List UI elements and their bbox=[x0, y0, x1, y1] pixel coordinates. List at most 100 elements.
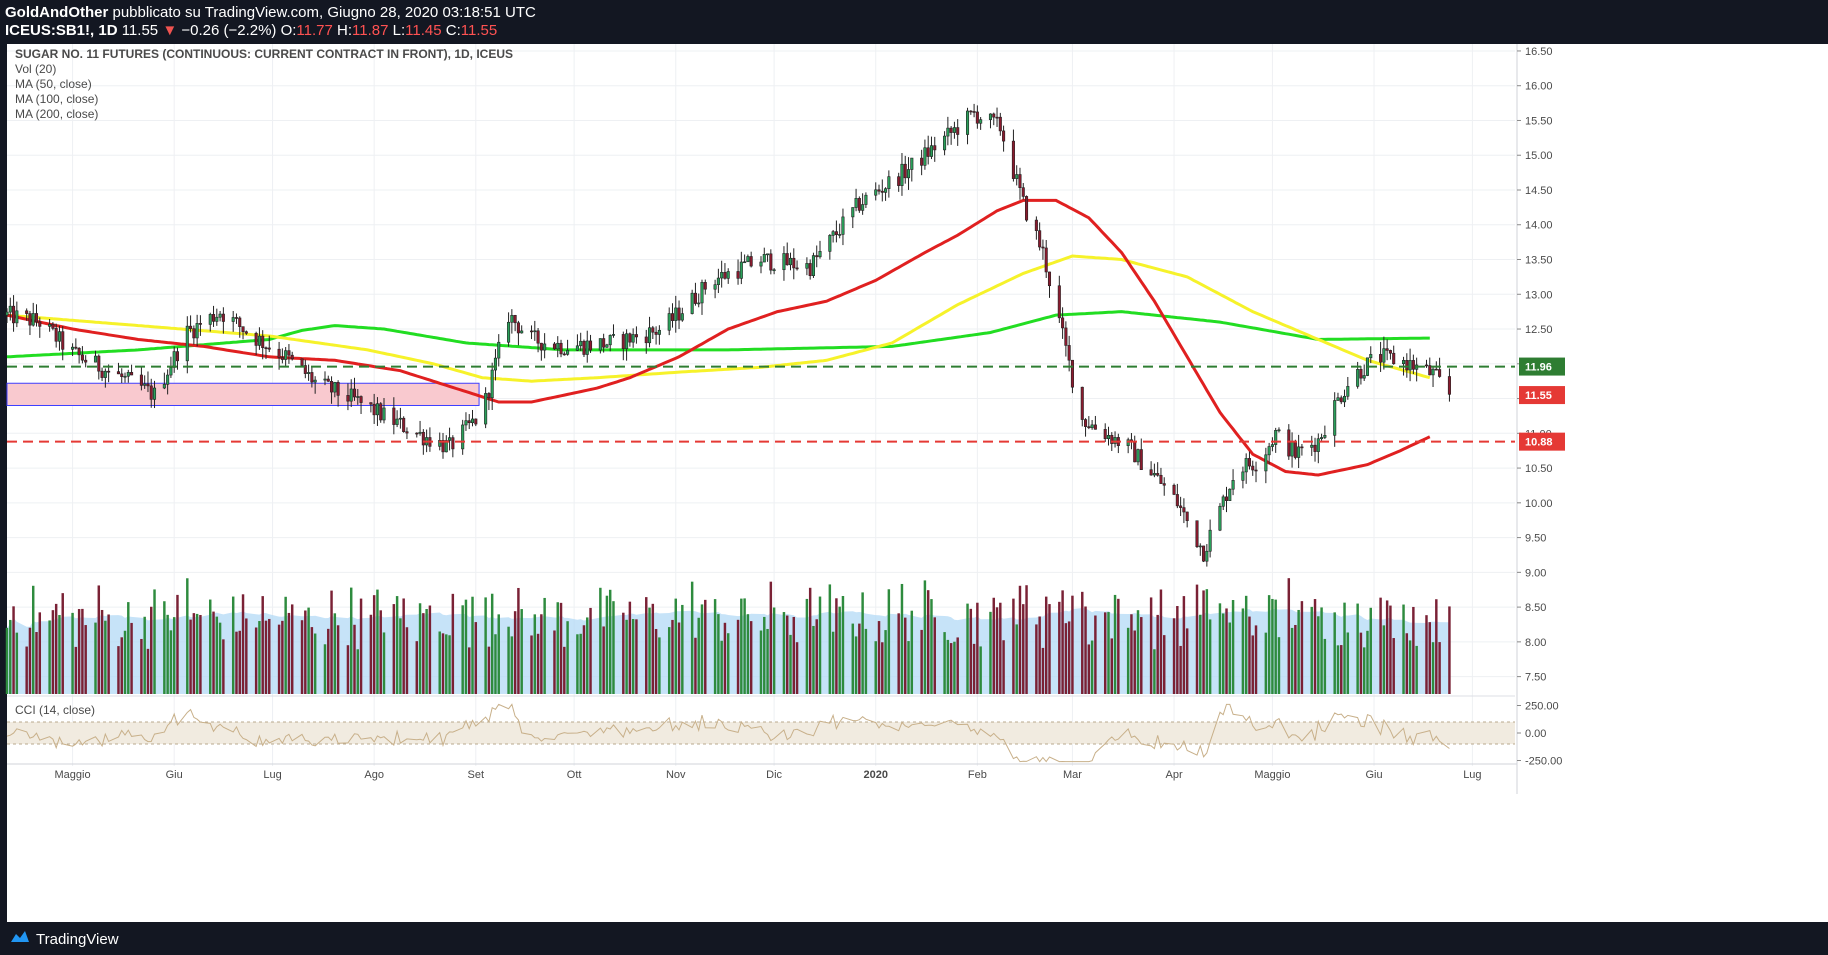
volume-bar bbox=[1136, 610, 1140, 694]
volume-bar bbox=[795, 642, 799, 694]
legend-vol[interactable]: Vol (20) bbox=[15, 62, 56, 76]
candle-body bbox=[1379, 354, 1383, 363]
volume-bar bbox=[1002, 640, 1005, 694]
chart-svg[interactable]: 16.50 16.00 15.50 15.00 14.50 14.00 13.50 13.00… bbox=[0, 44, 1828, 922]
triangle-down-icon: ▼ bbox=[162, 22, 178, 39]
volume-bar bbox=[1103, 612, 1107, 694]
tradingview-logo-icon[interactable] bbox=[10, 930, 30, 948]
candle-body bbox=[529, 330, 534, 333]
candle-body bbox=[854, 198, 858, 208]
candle-body bbox=[1021, 187, 1025, 197]
candle-body bbox=[1431, 368, 1435, 376]
candle-body bbox=[700, 282, 704, 304]
candle-body bbox=[1339, 397, 1343, 403]
symbol-label[interactable]: ICEUS:SB1!, 1D bbox=[5, 22, 118, 39]
volume-bar bbox=[559, 602, 563, 694]
candle-body bbox=[1182, 507, 1186, 513]
candle-body bbox=[185, 325, 189, 362]
volume-bar bbox=[441, 633, 445, 694]
candle-body bbox=[1290, 441, 1294, 457]
candle-body bbox=[1356, 369, 1360, 387]
volume-bar bbox=[54, 603, 58, 694]
candle-body bbox=[861, 204, 865, 211]
volume-bar bbox=[212, 611, 215, 694]
candle-body bbox=[906, 169, 911, 179]
candle-body bbox=[1424, 364, 1429, 367]
volume-bar bbox=[356, 649, 360, 694]
legend-ma200[interactable]: MA (200, close) bbox=[15, 107, 98, 121]
legend-ma50[interactable]: MA (50, close) bbox=[15, 77, 92, 91]
volume-bar bbox=[284, 596, 287, 694]
price-change: −0.26 (−2.2%) bbox=[181, 22, 277, 39]
candle-body bbox=[956, 127, 960, 135]
volume-bar bbox=[1248, 616, 1251, 694]
volume-bar bbox=[635, 619, 638, 694]
legend-ma100[interactable]: MA (100, close) bbox=[15, 92, 98, 106]
brand-label[interactable]: TradingView bbox=[36, 930, 119, 948]
candle-body bbox=[372, 403, 376, 416]
candle-body bbox=[874, 189, 878, 196]
author-name[interactable]: GoldAndOther bbox=[5, 4, 109, 21]
candle-body bbox=[1346, 386, 1350, 397]
time-label: Mar bbox=[1063, 769, 1082, 781]
volume-bar bbox=[222, 639, 225, 694]
volume-bar bbox=[808, 587, 812, 694]
cci-line bbox=[6, 703, 1450, 763]
candle-body bbox=[166, 374, 170, 385]
candle-body bbox=[884, 188, 888, 193]
close-value: 11.55 bbox=[460, 22, 498, 39]
candle-body bbox=[1047, 271, 1052, 287]
candle-body bbox=[782, 253, 786, 271]
axes: 16.50 16.00 15.50 15.00 14.50 14.00 13.50 13.00… bbox=[7, 44, 1828, 922]
volume-bar bbox=[264, 620, 268, 694]
volume-bar bbox=[415, 641, 419, 694]
cci-tick-label: 0.00 bbox=[1525, 728, 1546, 740]
volume-bar bbox=[1172, 618, 1176, 694]
volume-bar bbox=[717, 614, 720, 694]
volume-bar bbox=[1356, 603, 1359, 694]
price-tick-label: 9.00 bbox=[1525, 567, 1546, 579]
volume-bar bbox=[769, 581, 773, 694]
candle-body bbox=[857, 198, 861, 211]
candle-body bbox=[644, 336, 648, 344]
candle-body bbox=[333, 382, 337, 393]
candle-body bbox=[972, 111, 976, 113]
candle-body bbox=[1113, 437, 1117, 444]
price-tick-label: 8.50 bbox=[1525, 602, 1546, 614]
volume-bar bbox=[704, 599, 707, 694]
volume-bar bbox=[127, 602, 130, 694]
price-tick-label: 7.50 bbox=[1525, 672, 1546, 684]
candle-body bbox=[966, 110, 970, 135]
candle-body bbox=[300, 358, 304, 366]
volume-bar bbox=[1389, 605, 1392, 694]
volume-bar bbox=[1323, 638, 1327, 694]
volume-bar bbox=[907, 641, 910, 694]
volume-bar bbox=[1025, 585, 1028, 694]
candle-body bbox=[303, 365, 307, 374]
volume-bar bbox=[884, 630, 887, 694]
cci-tick-label: 250.00 bbox=[1525, 701, 1559, 713]
chart-area[interactable]: 16.50 16.00 15.50 15.00 14.50 14.00 13.50 13.00… bbox=[0, 44, 1828, 922]
candle-body bbox=[762, 254, 766, 263]
volume-bar bbox=[1061, 590, 1064, 694]
volume-bar bbox=[1018, 585, 1022, 694]
candle-body bbox=[326, 378, 330, 382]
candle-body bbox=[634, 334, 638, 338]
volume-bar bbox=[1392, 638, 1395, 694]
volume-bar bbox=[1035, 624, 1038, 694]
volume-bar bbox=[277, 624, 281, 694]
candle-body bbox=[189, 325, 193, 329]
time-label: Lug bbox=[1463, 769, 1481, 781]
level-tag-red-bg bbox=[1519, 432, 1565, 451]
high-value: 11.87 bbox=[352, 22, 389, 39]
volume-bar bbox=[507, 626, 510, 694]
candle-body bbox=[877, 189, 881, 192]
volume-bar bbox=[71, 612, 74, 694]
volume-bar bbox=[1107, 612, 1110, 694]
candle-body bbox=[1392, 352, 1396, 365]
legend-cci[interactable]: CCI (14, close) bbox=[15, 703, 95, 717]
volume-bar bbox=[1094, 615, 1097, 694]
volume-bar bbox=[261, 596, 264, 694]
time-label: Ago bbox=[364, 769, 384, 781]
volume-bar bbox=[972, 643, 976, 694]
